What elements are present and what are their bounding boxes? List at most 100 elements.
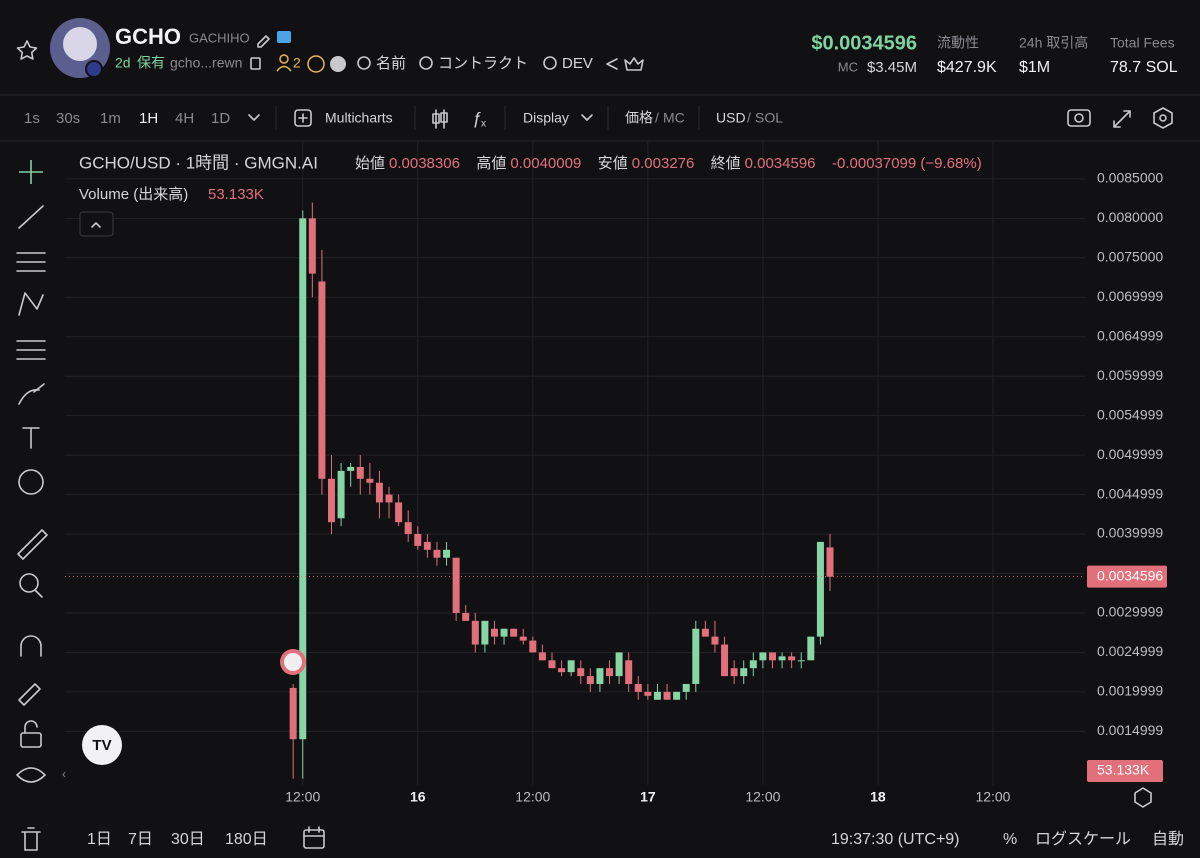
y-tick-label: 0.0019999 <box>1097 683 1163 699</box>
candle-body <box>788 656 796 661</box>
holders-count: 2 <box>293 55 301 71</box>
y-tick-label: 0.0080000 <box>1097 209 1163 225</box>
candle-body <box>500 628 508 637</box>
crosshair-tool[interactable] <box>19 160 43 184</box>
search-dev[interactable]: DEV <box>562 55 593 72</box>
menu-icon[interactable] <box>330 56 346 72</box>
ohlc-legend: 始値 0.0038306 高値 0.0040009 安値 0.003276 終値 0.0034… <box>355 155 982 172</box>
candle-body <box>759 652 767 661</box>
ohlc-label: 始値 <box>355 155 385 172</box>
token-symbol: GCHO <box>115 24 181 49</box>
candle-body <box>740 668 748 677</box>
edit-icon[interactable] <box>257 35 270 48</box>
candle-body <box>711 636 719 645</box>
emoji-tool[interactable] <box>18 469 44 495</box>
visibility-tool[interactable] <box>16 767 46 783</box>
date-picker[interactable] <box>303 829 325 849</box>
fib-tool[interactable] <box>16 252 46 272</box>
usd-toggle[interactable]: USD <box>716 110 746 126</box>
volume-label: Volume (出来高) <box>79 186 188 203</box>
indicators-icon[interactable]: ƒ <box>472 108 481 127</box>
stat-label: 流動性 <box>937 35 979 51</box>
candle-body <box>519 636 527 641</box>
display-dropdown[interactable] <box>581 114 593 121</box>
candle-body <box>653 691 661 700</box>
candle-body <box>510 628 518 637</box>
unlock-shackle <box>24 720 38 734</box>
candle-body <box>289 687 297 740</box>
candle-body <box>673 691 681 700</box>
log-scale-toggle[interactable]: ログスケール <box>1035 830 1131 848</box>
zoom-tool[interactable] <box>19 573 39 593</box>
zoom-tool-handle <box>34 589 43 598</box>
interval-dropdown[interactable] <box>248 114 260 121</box>
share-icon[interactable] <box>606 58 618 70</box>
candle-body <box>414 534 422 546</box>
screenshot-icon[interactable] <box>1067 109 1091 127</box>
lock-drawing-tool[interactable] <box>18 683 41 706</box>
display-button[interactable]: Display <box>523 110 569 126</box>
candle-body <box>375 482 383 503</box>
indicators-icon-x: x <box>481 119 486 130</box>
mc-toggle[interactable]: MC <box>663 110 685 126</box>
tradingview-logo-text: TV <box>92 737 111 754</box>
trendline-tool[interactable] <box>18 205 44 229</box>
contract-address: gcho...rewn <box>170 55 242 71</box>
range-button[interactable]: 1日 <box>87 831 112 848</box>
collapse-tools[interactable]: ‹ <box>62 767 66 781</box>
unlock-tool[interactable] <box>20 732 42 748</box>
multicharts-icon[interactable] <box>294 109 312 127</box>
x-tick-label: 18 <box>870 789 886 805</box>
current-price: $0.0034596 <box>811 32 917 54</box>
candle-body <box>797 660 805 662</box>
drawing-tools <box>16 160 48 851</box>
interval-button[interactable]: 30s <box>56 110 80 127</box>
interval-button[interactable]: 1s <box>24 110 40 127</box>
interval-button[interactable]: 1H <box>139 110 158 127</box>
tradingview-logo[interactable] <box>82 725 122 765</box>
magnet-tool[interactable] <box>20 635 42 657</box>
measure-tool[interactable] <box>17 529 48 560</box>
stat-value: $427.9K <box>937 59 997 76</box>
range-button[interactable]: 180日 <box>225 831 268 848</box>
holders-icon-body <box>276 65 292 72</box>
percent-toggle[interactable]: % <box>1003 831 1017 848</box>
favorite-star[interactable] <box>16 40 38 60</box>
candle-body <box>826 547 834 577</box>
brush-tool[interactable] <box>18 383 45 405</box>
settings-icon[interactable] <box>1153 107 1173 129</box>
candle-body <box>596 668 604 684</box>
copy-icon[interactable] <box>250 57 261 70</box>
interval-button[interactable]: 1D <box>211 110 230 127</box>
avatar-figure <box>63 27 97 61</box>
mc-label: MC <box>838 59 858 74</box>
ohlc-label: 高値 <box>476 155 506 172</box>
interval-button[interactable]: 4H <box>175 110 194 127</box>
search-icon <box>357 56 371 70</box>
y-tick-label: 0.0044999 <box>1097 485 1163 501</box>
text-tool[interactable] <box>22 427 40 449</box>
axis-settings[interactable] <box>1134 787 1152 808</box>
candle-body <box>443 549 451 558</box>
delete-tool[interactable] <box>21 827 41 851</box>
candle-body <box>385 494 393 503</box>
range-button[interactable]: 30日 <box>171 831 205 848</box>
projection-tool[interactable] <box>16 340 46 360</box>
pattern-tool[interactable] <box>18 292 44 316</box>
search-contract[interactable]: コントラクト <box>438 55 528 72</box>
search-name[interactable]: 名前 <box>376 55 406 72</box>
candle-type-icon-body <box>432 113 440 124</box>
multicharts-button[interactable]: Multicharts <box>325 110 393 126</box>
auto-toggle[interactable]: 自動 <box>1152 830 1184 848</box>
settings-icon-center <box>1159 114 1167 122</box>
crown-icon[interactable] <box>624 57 644 71</box>
sol-toggle[interactable]: SOL <box>755 110 783 126</box>
range-button[interactable]: 7日 <box>128 831 153 848</box>
price-toggle[interactable]: 価格 <box>625 110 653 126</box>
toggle-slash: / <box>655 110 659 126</box>
chain-badge <box>85 60 103 78</box>
candle-body <box>730 668 738 677</box>
fullscreen-icon[interactable] <box>1113 110 1131 128</box>
candle-body <box>586 676 594 684</box>
interval-button[interactable]: 1m <box>100 110 121 127</box>
